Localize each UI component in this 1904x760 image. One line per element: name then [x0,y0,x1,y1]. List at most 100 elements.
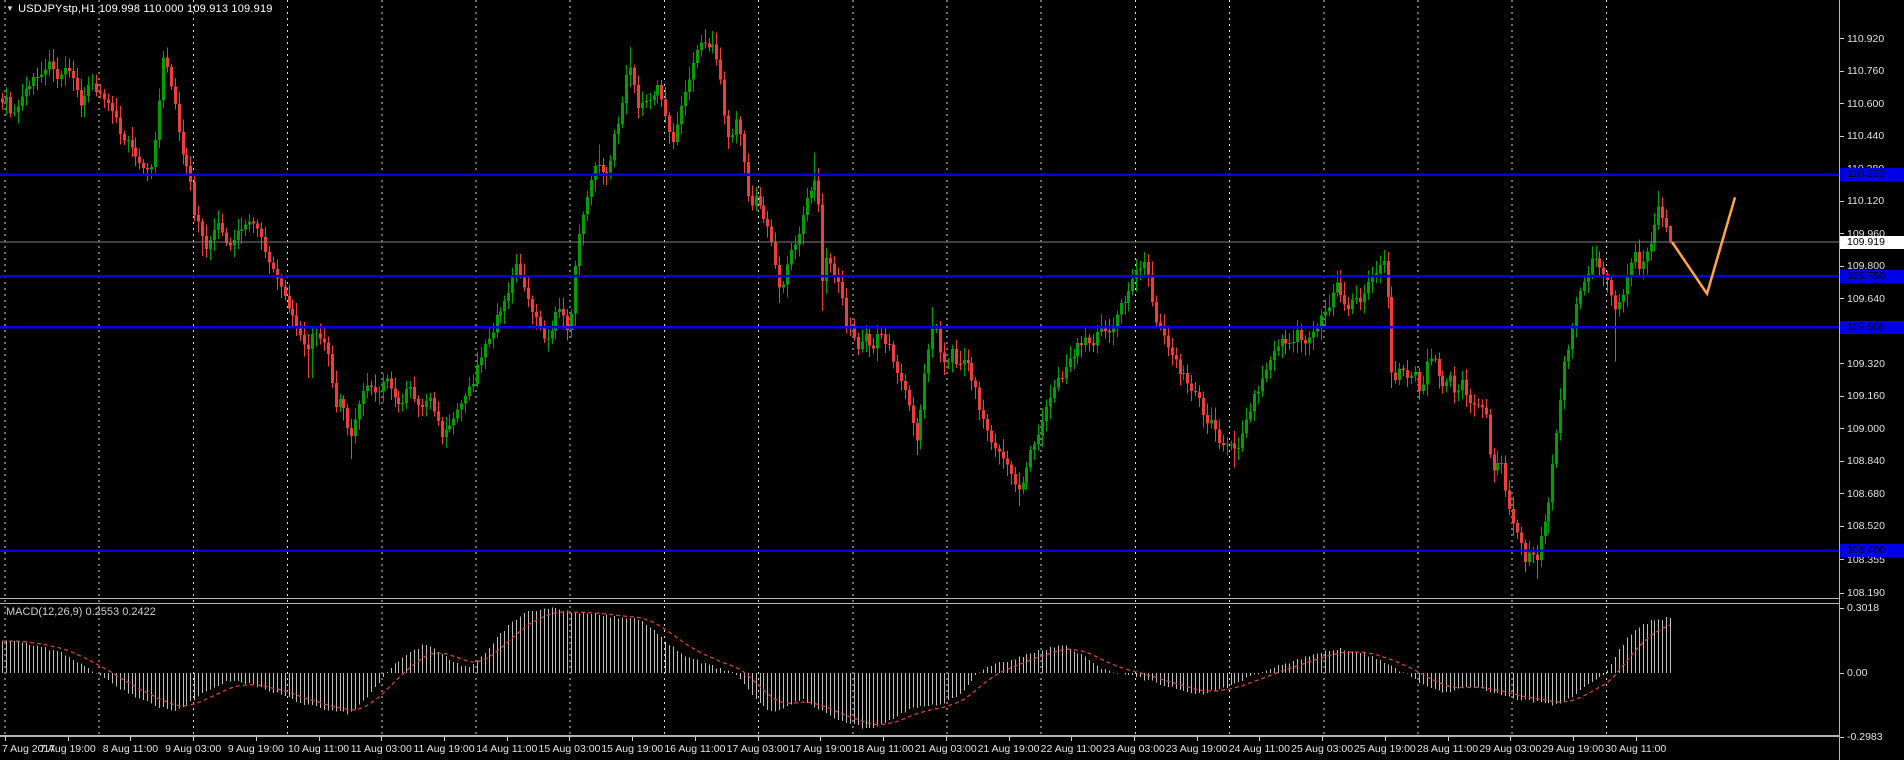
candle-body [625,74,628,103]
time-tick-mark [1573,737,1574,741]
candle-body [967,359,970,364]
candle-body [28,86,31,89]
candle-body [1650,243,1653,252]
candle-body [1018,484,1021,490]
candle-body [1147,262,1150,275]
candle-body [1116,314,1119,326]
candle-body [91,83,94,85]
candle-body [374,387,377,393]
candle-body [857,337,860,350]
candle-body [237,231,240,240]
time-tick-mark [945,737,947,741]
candle-body [1324,311,1327,316]
time-tick-mark [318,737,320,741]
candle-body [452,418,455,426]
price-tick-mark [1840,70,1844,72]
candle-body [1206,415,1209,424]
time-label: 15 Aug 03:00 [538,743,601,755]
price-tick-label: 109.160 [1847,390,1885,403]
candle-body [1375,273,1378,277]
macd-name: MACD(12,26,9) [6,606,83,618]
time-tick-mark [1384,737,1386,741]
macd-tick-mark [1840,736,1844,738]
time-tick-mark [694,737,696,741]
time-tick-mark [757,737,759,741]
candle-body [123,133,126,141]
candle-body [1343,295,1346,305]
candle-body [574,266,577,314]
level-price-badge[interactable]: 110.250 [1840,168,1904,182]
candle-body [1179,359,1182,375]
candle-body [802,215,805,235]
time-axis[interactable]: 7 Aug 2017 7 Aug 19:00 8 Aug 11:00 9 Aug 03… [0,736,1839,760]
candle-body [64,68,67,75]
candle-body [880,334,883,336]
candle-body [225,232,228,243]
level-price-badge[interactable]: 108.400 [1840,544,1904,558]
candle-body [900,372,903,382]
candle-body [1084,337,1087,346]
candle-body [213,229,216,241]
candle-body [821,204,824,282]
candle-body [1406,370,1409,378]
level-price-badge[interactable]: 109.750 [1840,269,1904,283]
candle-body [1312,331,1315,338]
time-label: 8 Aug 11:00 [102,743,159,755]
candle-body [1669,226,1672,243]
candle-body [429,397,432,402]
candle-body [582,214,585,234]
price-tick-mark [1840,559,1844,561]
candle-body [1069,358,1072,368]
candle-body [868,334,871,346]
time-tick-mark [1510,737,1512,741]
candle-body [1363,293,1366,303]
candle-body [307,344,310,350]
candle-body [782,284,785,288]
level-price-badge[interactable]: 109.500 [1840,320,1904,334]
time-label: 25 Aug 03:00 [1291,743,1354,755]
candle-body [1524,543,1527,562]
candle-body [1563,361,1566,401]
candle-body [1347,304,1350,310]
candle-body [319,333,322,339]
candle-body [1398,368,1401,381]
chart-plot-area[interactable]: ▼ USDJPYstp,H1 109.998 110.000 109.913 10… [0,0,1839,760]
time-label: 15 Aug 19:00 [601,743,664,755]
price-axis[interactable]: 110.920110.760110.600110.440110.280110.1… [1839,0,1904,760]
candle-body [1241,433,1244,449]
candle-body [1536,554,1539,560]
candle-body [441,421,444,437]
price-tick-label: 108.190 [1847,587,1885,600]
forecast-arrow[interactable] [1670,196,1737,297]
candle-body [656,84,659,96]
time-label: 30 Aug 11:00 [1605,743,1667,755]
candle-body [397,397,400,404]
candle-body [240,229,243,232]
time-tick-mark [67,737,69,741]
price-tick-mark [1840,233,1844,235]
candle-body [1512,508,1515,524]
price-tick-mark [1840,103,1844,105]
price-tick-mark [1840,493,1844,495]
candle-body [1626,276,1629,295]
candle-body [810,190,813,199]
candle-body [394,388,397,398]
candle-body [68,68,71,72]
candle-body [1292,342,1295,344]
candle-body [1092,342,1095,346]
candle-body [1383,261,1386,265]
candle-body [1112,325,1115,333]
candle-body [1163,326,1166,336]
candlestick-macd-canvas[interactable] [0,0,1839,760]
candle-body [1304,340,1307,344]
candle-body [166,57,169,68]
candle-body [268,251,271,263]
candle-body [331,353,334,384]
candle-body [499,311,502,316]
candle-body [723,79,726,116]
candle-body [1555,432,1558,464]
price-tick-label: 109.800 [1847,260,1885,273]
price-tick-mark [1840,135,1844,137]
macd-tick-label: 0.3018 [1847,602,1880,615]
